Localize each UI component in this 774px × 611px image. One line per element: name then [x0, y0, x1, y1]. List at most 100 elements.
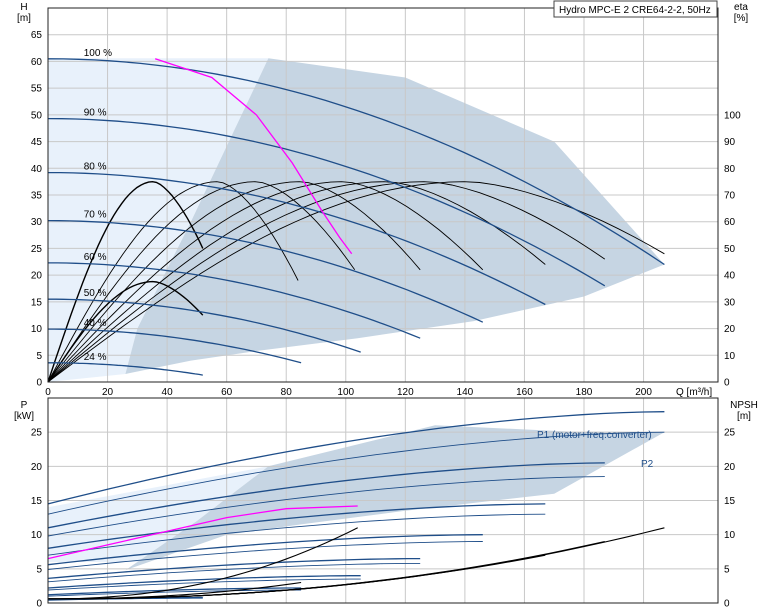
flow-tick-label: 120 — [397, 387, 414, 398]
npsh-tick-label: 0 — [724, 599, 730, 610]
npsh-tick-label: 10 — [724, 530, 736, 541]
flow-tick-label: 20 — [102, 387, 114, 398]
head-tick-label: 30 — [31, 217, 43, 228]
speed-curve-label: 24 % — [84, 352, 107, 363]
p2-curve — [47, 597, 203, 601]
eta-tick-label: 70 — [724, 191, 736, 202]
p1-curve — [47, 557, 421, 580]
p1-curve — [47, 575, 361, 589]
power-y-axis-label: P — [21, 400, 28, 411]
p2-series-label: P2 — [641, 459, 654, 470]
power-tick-label: 5 — [36, 564, 42, 575]
npsh-tick-label: 15 — [724, 496, 736, 507]
head-tick-label: 60 — [31, 57, 43, 68]
head-tick-label: 65 — [31, 30, 43, 41]
npsh-tick-label: 25 — [724, 428, 736, 439]
p2-curve — [47, 431, 665, 515]
power-tick-label: 10 — [31, 530, 43, 541]
eta-axis-label: eta — [734, 2, 748, 13]
efficiency-curve — [47, 181, 606, 383]
flow-tick-label: 80 — [281, 387, 293, 398]
eta-tick-label: 10 — [724, 351, 736, 362]
head-tick-label: 0 — [36, 378, 42, 389]
npsh-curve — [48, 527, 358, 600]
chart-title: Hydro MPC-E 2 CRE64-2-2, 50Hz — [559, 5, 711, 16]
speed-curve — [48, 362, 203, 376]
npsh-tick-label: 20 — [724, 462, 736, 473]
efficiency-curve — [47, 181, 546, 383]
head-y-axis-label: H — [20, 2, 27, 13]
speed-curve-label: 50 % — [84, 288, 107, 299]
npsh-axis-unit: [m] — [737, 411, 751, 422]
efficiency-curve — [47, 181, 356, 383]
power-plot-frame — [47, 397, 719, 604]
head-y-axis-unit: [m] — [17, 13, 31, 24]
p2-curve — [47, 562, 421, 583]
power-tick-label: 15 — [31, 496, 43, 507]
head-chart-panel: 0 20 40 60 80 100 120 140 160 180 2000510152025303… — [17, 0, 749, 398]
flow-axis-label: Q [m³/h] — [676, 387, 712, 398]
efficiency-curve — [47, 181, 421, 383]
speed-curve — [48, 298, 361, 353]
power-tick-label: 25 — [31, 428, 43, 439]
head-tick-label: 5 — [36, 351, 42, 362]
head-tick-label: 35 — [31, 191, 43, 202]
speed-curve — [48, 171, 546, 306]
speed-curve — [47, 219, 484, 323]
eta-tick-label: 60 — [724, 217, 736, 228]
efficiency-curve — [47, 180, 204, 383]
eta-tick-label: 0 — [724, 378, 730, 389]
head-tick-label: 25 — [31, 244, 43, 255]
speed-curve-label: 70 % — [84, 210, 107, 221]
p1-curve — [47, 534, 483, 566]
p2-curve — [47, 589, 302, 597]
eta-tick-label: 100 — [724, 110, 741, 121]
head-tick-label: 45 — [31, 137, 43, 148]
power-tick-label: 0 — [36, 599, 42, 610]
p2-curve — [47, 513, 546, 556]
flow-tick-label: 160 — [516, 387, 533, 398]
flow-tick-label: 140 — [457, 387, 474, 398]
flow-tick-label: 200 — [635, 387, 652, 398]
p2-curve — [47, 476, 605, 537]
head-plot-frame — [47, 7, 719, 383]
flow-tick-label: 100 — [337, 387, 354, 398]
flow-tick-label: 0 — [45, 387, 51, 398]
max-flow-power-curve — [47, 505, 358, 560]
power-low-flow-region — [48, 466, 269, 562]
eta-tick-label: 20 — [724, 324, 736, 335]
eta-tick-label: 90 — [724, 137, 736, 148]
npsh-tick-label: 5 — [724, 564, 730, 575]
p2-curve — [47, 541, 483, 570]
chart-title-box — [553, 0, 718, 18]
efficiency-curve — [47, 181, 665, 383]
head-tick-label: 15 — [31, 297, 43, 308]
speed-curve-label: 40 % — [84, 318, 107, 329]
eta-tick-label: 30 — [724, 297, 736, 308]
eta-tick-label: 80 — [724, 164, 736, 175]
npsh-curve — [48, 581, 302, 600]
p1-series-label: P1 (motor+freq.converter) — [537, 430, 652, 441]
speed-curve-label: 60 % — [84, 252, 107, 263]
eta-tick-label: 50 — [724, 244, 736, 255]
operating-region — [125, 58, 665, 374]
speed-curve-label: 90 % — [84, 108, 107, 119]
npsh-axis-label: NPSH — [730, 400, 758, 411]
speed-curve — [48, 262, 421, 339]
p1-curve — [47, 462, 605, 529]
speed-curve-label: 100 % — [84, 48, 112, 59]
flow-tick-label: 40 — [162, 387, 174, 398]
flow-tick-label: 180 — [576, 387, 593, 398]
head-tick-label: 20 — [31, 271, 43, 282]
efficiency-curve — [47, 181, 299, 383]
power-y-axis-unit: [kW] — [14, 411, 34, 422]
speed-curve-label: 80 % — [84, 162, 107, 173]
speed-curve — [47, 58, 665, 266]
head-tick-label: 50 — [31, 110, 43, 121]
eta-axis-unit: [%] — [734, 13, 749, 24]
efficiency-curve — [47, 181, 484, 383]
max-flow-curve — [154, 58, 353, 255]
power-tick-label: 20 — [31, 462, 43, 473]
eta-tick-label: 40 — [724, 271, 736, 282]
